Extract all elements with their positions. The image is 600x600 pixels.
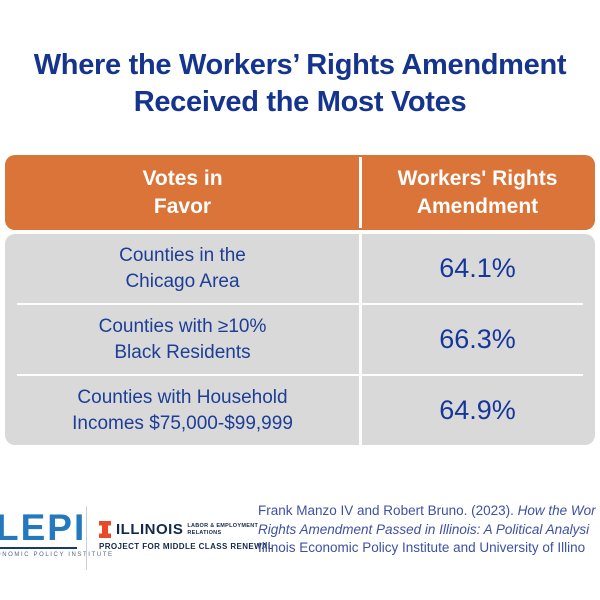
illinois-logo: ILLINOIS LABOR & EMPLOYMENT RELATIONS PR… <box>99 521 273 551</box>
illinois-dept-line1: LABOR & EMPLOYMENT <box>187 522 259 529</box>
row-separator <box>17 374 583 376</box>
illinois-project-label: PROJECT FOR MIDDLE CLASS RENEWAL <box>99 542 274 551</box>
header-col1-line2: Favor <box>153 194 212 218</box>
row-label: Counties with ≥10% Black Residents <box>5 314 360 366</box>
illinois-wordmark: ILLINOIS <box>116 521 184 538</box>
title-line-1: Where the Workers’ Rights Amendment <box>33 49 567 81</box>
row3-value: 64.9% <box>439 395 516 425</box>
ilepi-logo-subtext: CONOMIC POLICY INSTITUTE <box>0 552 114 558</box>
table-header: Votes in Favor Workers' Rights Amendment <box>5 155 595 230</box>
citation-line-3: Illinois Economic Policy Institute and U… <box>258 540 586 555</box>
table-row-black-residents: Counties with ≥10% Black Residents 66.3% <box>5 305 595 374</box>
illinois-dept-line2: RELATIONS <box>187 529 222 536</box>
row-label: Counties in the Chicago Area <box>5 243 360 295</box>
row2-label-line2: Black Residents <box>114 341 251 363</box>
footer-logo-divider <box>86 506 87 570</box>
row3-label-line1: Counties with Household <box>77 386 288 408</box>
title-line-2: Received the Most Votes <box>133 86 467 118</box>
row2-value: 66.3% <box>439 324 516 354</box>
citation-title-part1: How the Wor <box>517 503 596 518</box>
citation-line-1: Frank Manzo IV and Robert Bruno. (2023).… <box>258 502 600 521</box>
ilepi-logo-text: LEPI <box>0 507 87 548</box>
ilepi-logo-rule <box>0 547 77 549</box>
illinois-dept-label: LABOR & EMPLOYMENT RELATIONS <box>187 523 258 537</box>
table-row-chicago-area: Counties in the Chicago Area 64.1% <box>5 234 595 303</box>
row1-value: 64.1% <box>439 253 516 283</box>
row2-label-line1: Counties with ≥10% <box>98 315 267 337</box>
block-i-icon <box>99 521 111 538</box>
header-col2-line2: Amendment <box>416 194 539 218</box>
body-column-divider <box>359 234 362 445</box>
header-col-wra: Workers' Rights Amendment <box>360 165 595 221</box>
page-title: Where the Workers’ Rights Amendment Rece… <box>0 47 600 121</box>
citation: Frank Manzo IV and Robert Bruno. (2023).… <box>258 502 600 558</box>
table-row-household-income: Counties with Household Incomes $75,000-… <box>5 376 595 445</box>
header-col1-line1: Votes in <box>142 166 223 190</box>
citation-authors: Frank Manzo IV and Robert Bruno. (2023). <box>258 503 518 518</box>
header-col2-line1: Workers' Rights <box>397 166 558 190</box>
ilepi-logo: LEPI CONOMIC POLICY INSTITUTE <box>0 509 114 558</box>
row1-label-line1: Counties in the <box>119 244 246 266</box>
row3-label-line2: Incomes $75,000-$99,999 <box>72 412 293 434</box>
header-column-divider <box>359 157 362 228</box>
row-label: Counties with Household Incomes $75,000-… <box>5 385 360 437</box>
header-col-votes-in-favor: Votes in Favor <box>5 165 360 221</box>
row1-label-line2: Chicago Area <box>125 270 240 292</box>
row-separator <box>17 303 583 305</box>
votes-table: Votes in Favor Workers' Rights Amendment… <box>5 155 595 445</box>
illinois-logo-top: ILLINOIS LABOR & EMPLOYMENT RELATIONS <box>99 521 273 538</box>
citation-line-2: Rights Amendment Passed in Illinois: A P… <box>258 521 590 537</box>
footer: LEPI CONOMIC POLICY INSTITUTE ILLINOIS L… <box>0 500 600 600</box>
table-body: Counties in the Chicago Area 64.1% Count… <box>5 234 595 445</box>
